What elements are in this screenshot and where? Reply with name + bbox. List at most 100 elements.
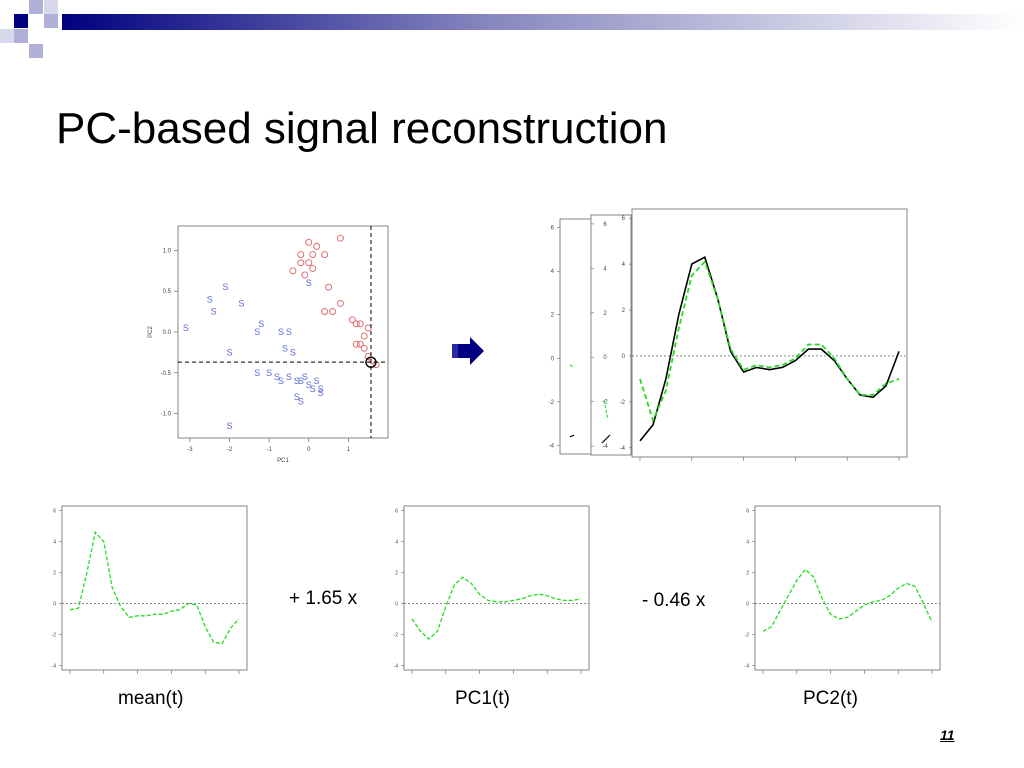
y-tick-label: 2 xyxy=(746,571,749,577)
scatter-point-s: S xyxy=(294,392,300,402)
checkered-squares-icon xyxy=(0,0,58,58)
scatter-point-o xyxy=(305,259,313,267)
scatter-point-o xyxy=(352,320,360,328)
y-tick-label: 2 xyxy=(53,571,56,577)
scatter-point-o xyxy=(301,271,309,279)
y-tick-label: 0.0 xyxy=(163,330,172,336)
scatter-point-o xyxy=(313,242,321,250)
stacked-panel-back-2 xyxy=(590,214,632,456)
y-tick-label: 0 xyxy=(395,601,398,607)
mean-curve xyxy=(69,530,240,645)
scatter-point-s: S xyxy=(286,372,292,382)
y-tick-label: 6 xyxy=(622,216,626,222)
page-number: 11 xyxy=(940,727,955,743)
scatter-point-s: S xyxy=(314,376,320,386)
mean-curve-plot: -4 -2 0 2 4 6 xyxy=(52,505,248,674)
right-arrow-icon xyxy=(452,337,484,365)
y-tick-label: -4 xyxy=(620,446,626,452)
scatter-point-o xyxy=(337,234,344,242)
scatter-point-s: S xyxy=(318,384,324,394)
y-tick-label: -1.0 xyxy=(161,412,172,418)
scatter-point-o xyxy=(289,267,297,275)
y-tick-label: -2 xyxy=(549,400,555,406)
y-tick-label: -4 xyxy=(549,443,555,449)
scatter-point-o xyxy=(348,316,356,324)
scatter-point-o xyxy=(329,308,336,316)
scatter-point-o xyxy=(364,353,372,360)
y-tick-label: -0.5 xyxy=(161,371,172,377)
y-tick-label: 0 xyxy=(551,356,555,362)
y-tick-label: -2 xyxy=(52,632,57,638)
pc2-caption: PC2(t) xyxy=(803,688,858,709)
pc1-curve xyxy=(411,576,582,640)
back-curve-fragment xyxy=(601,434,611,444)
y-tick-label: -4 xyxy=(745,663,750,669)
selected-point-marker xyxy=(365,356,377,368)
plot-frame xyxy=(61,505,248,671)
back-curve-fragment xyxy=(569,434,575,438)
scatter-point-s: S xyxy=(318,388,324,398)
reconstruction-plot: -4 -2 0 2 4 6 -4 -2 0 2 4 6 -4 -2 0 2 4 6 xyxy=(549,208,908,461)
scatter-point-s: S xyxy=(306,380,312,390)
header-decoration xyxy=(0,0,1024,58)
scatter-point-s: S xyxy=(254,327,260,337)
scatter-point-o xyxy=(309,251,317,258)
y-tick-label: 1.0 xyxy=(163,248,172,254)
scatter-point-s: S xyxy=(223,282,229,292)
scatter-point-o xyxy=(297,259,305,267)
scatter-point-s: S xyxy=(286,327,292,337)
scatter-point-o xyxy=(297,251,305,258)
scatter-point-s: S xyxy=(278,376,284,386)
y-tick-label: -2 xyxy=(394,632,399,638)
y-tick-label: 4 xyxy=(603,266,607,272)
scatter-point-o xyxy=(360,344,368,352)
y-tick-label: 4 xyxy=(53,540,56,546)
scatter-point-s: S xyxy=(298,396,304,406)
scatter-point-s: S xyxy=(227,347,233,357)
y-tick-label: -2 xyxy=(620,400,626,406)
back-curve-fragment xyxy=(603,399,609,421)
y-tick-label: -4 xyxy=(52,663,57,669)
x-axis-label: PC1 xyxy=(277,458,289,464)
scatter-point-s: S xyxy=(227,421,233,431)
scatter-point-o xyxy=(325,283,333,291)
scatter-point-o xyxy=(364,324,372,332)
scatter-point-s: S xyxy=(254,368,260,378)
pc2-coefficient: - 0.46 x xyxy=(642,590,706,611)
y-tick-label: 0 xyxy=(53,601,56,607)
header-gradient-bar xyxy=(62,14,1024,30)
y-tick-label: -2 xyxy=(602,400,608,406)
x-tick-label: -3 xyxy=(187,447,193,453)
scatter-point-s: S xyxy=(310,384,316,394)
slide-title: PC-based signal reconstruction xyxy=(56,104,668,153)
y-tick-label: 0 xyxy=(746,601,749,607)
scatter-point-o xyxy=(356,340,364,348)
y-tick-label: 6 xyxy=(551,226,555,232)
y-axis-label: PC2 xyxy=(148,326,154,338)
scatter-point-s: S xyxy=(282,343,288,353)
y-tick-label: 0 xyxy=(603,355,607,361)
y-tick-label: 4 xyxy=(551,269,555,275)
scatter-point-s: S xyxy=(278,327,284,337)
y-tick-label: 0.5 xyxy=(163,289,172,295)
y-tick-label: -4 xyxy=(394,663,399,669)
pc2-curve xyxy=(762,568,933,632)
pc1-caption: PC1(t) xyxy=(455,688,510,709)
scatter-point-s: S xyxy=(274,372,280,382)
scatter-point-s: S xyxy=(302,372,308,382)
scatter-point-o xyxy=(321,251,329,258)
y-tick-label: 6 xyxy=(395,509,398,515)
x-tick-label: 0 xyxy=(307,447,311,453)
y-tick-label: -2 xyxy=(745,632,750,638)
y-tick-label: 2 xyxy=(603,311,607,317)
y-tick-label: -4 xyxy=(602,444,608,450)
y-tick-label: 0 xyxy=(622,354,626,360)
pc1-coefficient: + 1.65 x xyxy=(289,588,358,609)
scatter-point-o xyxy=(337,300,344,307)
y-tick-label: 4 xyxy=(746,540,749,546)
scatter-point-s: S xyxy=(211,307,217,317)
x-tick-label: -1 xyxy=(266,447,272,453)
scatter-point-s: S xyxy=(207,294,213,304)
scatter-point-o xyxy=(352,340,360,348)
